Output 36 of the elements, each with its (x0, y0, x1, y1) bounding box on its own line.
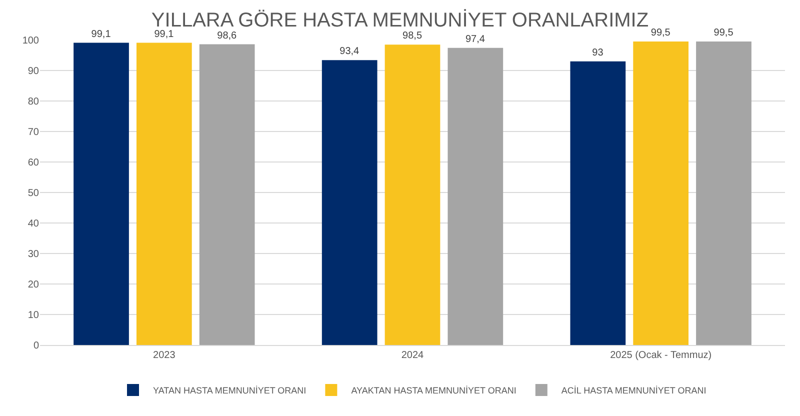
y-tick-label: 70 (28, 127, 40, 138)
data-label: 98,6 (217, 30, 238, 42)
y-tick-label: 0 (33, 340, 40, 352)
y-tick-label: 100 (22, 36, 40, 46)
data-label: 99,5 (714, 28, 734, 39)
y-tick-label: 40 (28, 218, 40, 230)
data-label: 93 (592, 47, 604, 58)
y-tick-label: 10 (28, 310, 40, 321)
y-tick-label: 80 (28, 96, 40, 108)
bar (74, 42, 129, 345)
bar (322, 60, 378, 345)
data-label: 99,1 (91, 28, 112, 40)
bar (633, 42, 689, 345)
bar (136, 42, 192, 345)
x-tick-label: 2023 (153, 350, 176, 361)
x-tick-label: 2024 (401, 350, 424, 361)
legend-label: AYAKTAN HASTA MEMNUNİYET ORANI (351, 386, 516, 396)
y-tick-label: 50 (28, 188, 40, 199)
data-label: 97,4 (465, 34, 486, 45)
data-label: 93,4 (340, 46, 360, 58)
data-label: 99,1 (154, 28, 174, 40)
legend-label: YATAN HASTA MEMNUNİYET ORANI (153, 386, 306, 396)
bar (448, 48, 504, 345)
data-label: 99,5 (650, 28, 671, 39)
bar (696, 42, 752, 345)
y-tick-label: 90 (28, 66, 40, 77)
y-tick-label: 30 (28, 249, 40, 260)
bar (199, 44, 255, 345)
bar (570, 61, 626, 345)
y-tick-label: 20 (28, 280, 40, 290)
data-label: 98,5 (402, 30, 422, 42)
x-tick-label: 2025 (Ocak - Temmuz) (610, 350, 712, 361)
y-tick-label: 60 (28, 158, 40, 168)
bar (384, 44, 440, 345)
chart-title: YILLARA GÖRE HASTA MEMNUNİYET ORANLARIMIZ (151, 8, 649, 32)
legend-label: ACİL HASTA MEMNUNİYET ORANI (561, 386, 706, 396)
